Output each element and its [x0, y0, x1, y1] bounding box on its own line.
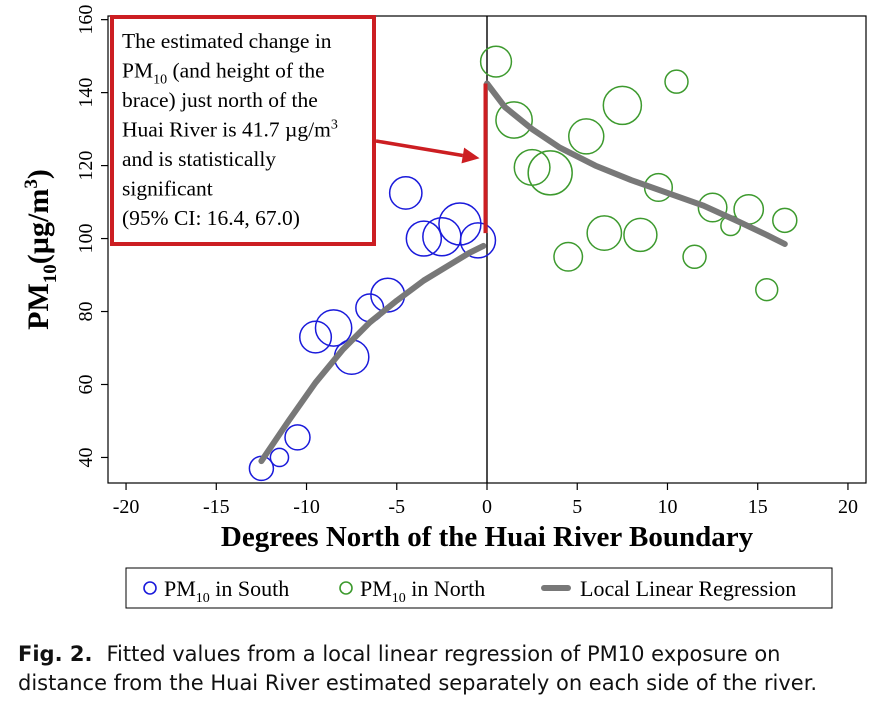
annotation-line: Huai River is 41.7 µg/m3: [122, 118, 338, 142]
north-point: [682, 244, 707, 270]
annotation-line: significant: [122, 177, 213, 201]
annotation-text: and is statistically: [122, 147, 276, 171]
south-point: [269, 447, 290, 468]
south-point: [284, 424, 311, 451]
legend-marker-circle: [143, 581, 157, 595]
annotation-box: [110, 15, 376, 246]
legend-label: PM10 in South: [164, 576, 289, 606]
figure-label: Fig. 2.: [18, 642, 93, 666]
legend-label: PM10 in North: [360, 576, 485, 606]
legend-label-subscript: 10: [196, 591, 210, 606]
south-point: [314, 309, 353, 347]
y-tick-label: 60: [75, 374, 97, 394]
annotation-line: PM10 (and height of the: [122, 59, 325, 88]
south-point: [405, 220, 443, 257]
y-axis-label-superscript: 3: [21, 179, 42, 189]
annotation-text: The estimated change in: [122, 29, 332, 53]
x-tick-label: 20: [838, 496, 858, 518]
legend-box: [125, 567, 833, 609]
y-tick-label: 160: [75, 5, 97, 35]
annotation-line: (95% CI: 16.4, 67.0): [122, 206, 300, 230]
annotation-line: and is statistically: [122, 147, 276, 171]
north-point: [513, 148, 551, 186]
annotation-superscript: 3: [331, 118, 338, 133]
y-tick-label: 40: [75, 447, 97, 467]
x-tick-label: -10: [293, 496, 320, 518]
legend-marker-circle: [339, 581, 353, 595]
north-point: [623, 217, 658, 253]
annotation-arrow-shaft: [375, 139, 464, 158]
x-tick-label: 5: [572, 496, 582, 518]
north-point: [479, 45, 513, 78]
north-point: [553, 241, 584, 272]
annotation-text: brace) just north of the: [122, 88, 318, 112]
south-point: [388, 176, 423, 210]
legend-label-main: PM: [164, 576, 196, 601]
legend-label-tail: in North: [406, 576, 485, 601]
regression-line-south: [258, 242, 487, 465]
annotation-line: The estimated change in: [122, 29, 332, 53]
x-tick-label: 15: [748, 496, 768, 518]
annotation-text: Huai River is 41.7 µg/m: [122, 118, 331, 142]
x-tick-label: 10: [657, 496, 677, 518]
figure-caption: Fig. 2. Fitted values from a local linear…: [18, 640, 868, 698]
legend-label: Local Linear Regression: [580, 576, 796, 601]
north-point: [697, 192, 728, 223]
north-point: [664, 69, 689, 94]
north-point: [568, 118, 605, 155]
y-axis-label-close: ): [22, 169, 55, 179]
x-tick-label: -5: [388, 496, 405, 518]
annotation-text: significant: [122, 177, 213, 201]
scatter-chart: -20 -15 -10 -5 0 5 10 15 20 40 60 80 100 120 140 160 Deg…: [21, 5, 867, 609]
annotation-text: (95% CI: 16.4, 67.0): [122, 206, 300, 230]
north-point: [527, 150, 573, 196]
north-point: [495, 101, 533, 139]
south-point: [459, 222, 497, 259]
legend-label-tail: in South: [210, 576, 289, 601]
south-point: [299, 320, 333, 354]
x-tick-label: 0: [482, 496, 492, 518]
y-tick-label: 100: [75, 224, 97, 254]
y-axis-label-unit: (µg/m: [22, 189, 55, 265]
north-point: [602, 85, 643, 126]
south-point: [438, 202, 482, 246]
y-tick-label: 120: [75, 151, 97, 181]
y-tick-label: 80: [75, 302, 97, 322]
annotation-arrowhead: [461, 147, 480, 164]
y-axis-label-subscript: 10: [40, 264, 61, 283]
y-axis-label-main: PM: [22, 283, 55, 330]
x-tick-label: -15: [203, 496, 230, 518]
y-tick-label: 140: [75, 78, 97, 108]
x-tick-label: -20: [113, 496, 140, 518]
legend-label-subscript: 10: [392, 591, 406, 606]
north-point: [586, 215, 623, 251]
x-axis-label: Degrees North of the Huai River Boundary: [221, 521, 754, 553]
north-point: [772, 207, 798, 234]
legend-label-main: Local Linear Regression: [580, 576, 796, 601]
legend-label-main: PM: [360, 576, 392, 601]
annotation-line: brace) just north of the: [122, 88, 318, 112]
annotation-text: (and height of the: [167, 59, 325, 83]
regression-line-north: [484, 80, 788, 247]
annotation-text: PM: [122, 59, 153, 83]
y-axis-label: PM10(µg/m3): [21, 169, 61, 330]
figure-caption-text: Fitted values from a local linear regres…: [18, 642, 818, 695]
annotation-subscript: 10: [153, 73, 167, 88]
north-point: [755, 277, 779, 302]
